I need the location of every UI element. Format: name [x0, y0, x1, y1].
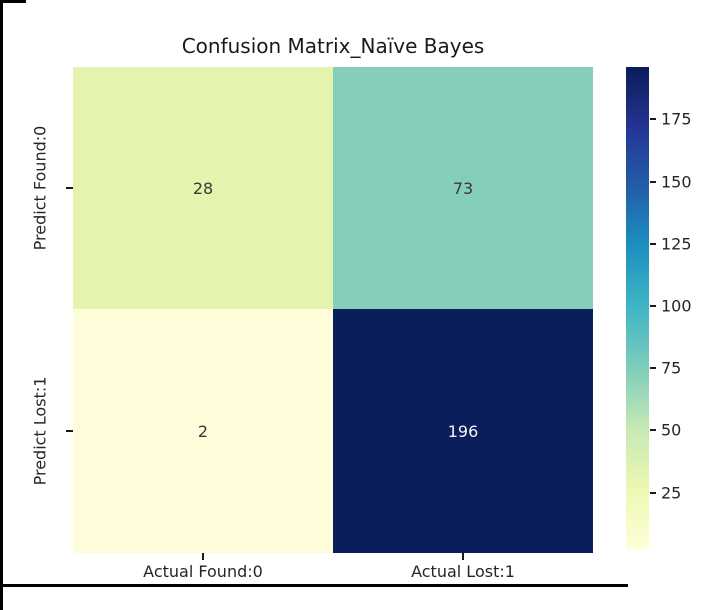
cell-value: 196	[447, 421, 479, 441]
x-axis-tick-label-col0: Actual Found:0	[143, 562, 263, 581]
y-axis-tick-label-row1: Predict Lost:1	[30, 376, 50, 486]
heatmap-cell-r1-c0: 2	[73, 309, 333, 553]
colorbar-tick-mark	[650, 242, 656, 245]
window-border-left	[0, 0, 3, 610]
colorbar-tick-mark	[650, 305, 656, 307]
heatmap-cell-r1-c1: 196	[333, 309, 593, 553]
colorbar-tick-label: 175	[661, 109, 692, 129]
heatmap-cell-r0-c1: 73	[333, 67, 593, 309]
colorbar	[626, 67, 649, 550]
colorbar-tick-label: 75	[661, 358, 682, 378]
heatmap-cell-r0-c0: 28	[73, 67, 333, 309]
x-axis-tick-label-col1: Actual Lost:1	[411, 562, 515, 581]
colorbar-tick-label: 50	[661, 420, 682, 440]
colorbar-tick-mark	[650, 367, 656, 370]
colorbar-tick-mark	[650, 118, 656, 121]
chart-title: Confusion Matrix_Naïve Bayes	[181, 34, 485, 58]
cell-value: 2	[197, 421, 209, 441]
y-tick-mark	[66, 430, 73, 432]
colorbar-tick-label: 100	[661, 296, 692, 316]
colorbar-tick-label: 25	[661, 483, 682, 503]
colorbar-tick-label: 150	[661, 172, 692, 192]
colorbar-tick-mark	[650, 491, 656, 494]
colorbar-tick-mark	[650, 180, 656, 183]
colorbar-tick-mark	[650, 429, 656, 432]
colorbar-tick-label: 125	[661, 234, 692, 254]
cell-value: 28	[192, 178, 214, 198]
x-tick-mark	[202, 553, 204, 560]
y-tick-mark	[66, 187, 73, 189]
heatmap-grid: 28 73 2 196	[73, 67, 593, 553]
y-axis-tick-label-row0: Predict Found:0	[30, 125, 50, 251]
window-border-top	[0, 0, 26, 3]
x-tick-mark	[462, 553, 464, 560]
cell-value: 73	[452, 178, 474, 198]
window-border-bottom	[0, 584, 628, 587]
